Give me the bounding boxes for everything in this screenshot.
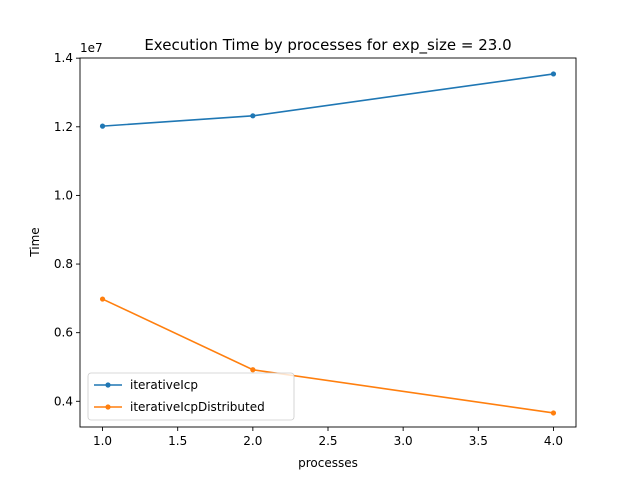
legend-box <box>87 372 295 421</box>
plot-area-frame <box>79 57 577 428</box>
y-axis-offset-label: 1e7 <box>80 41 103 55</box>
plot-marks <box>99 71 557 416</box>
x-axis-label: processes <box>298 456 358 470</box>
x-axis: 1.0 1.5 2.0 2.5 3.0 3.5 4.0 <box>93 427 563 448</box>
y-tick-label: 1.0 <box>54 188 73 202</box>
legend: iterativeIcp iterativeIcpDistributed <box>87 372 295 421</box>
x-tick-label: 2.0 <box>243 434 262 448</box>
y-tick-label: 0.4 <box>54 394 73 408</box>
legend-label: iterativeIcp <box>130 378 198 392</box>
x-tick-label: 1.5 <box>168 434 187 448</box>
y-tick-label: 1.2 <box>54 120 73 134</box>
legend-marker <box>105 382 111 388</box>
y-tick-label: 0.8 <box>54 257 73 271</box>
y-tick-label: 1.4 <box>54 51 73 65</box>
data-point <box>99 123 106 129</box>
x-tick-label: 4.0 <box>544 434 563 448</box>
y-axis-label: Time <box>28 227 42 257</box>
legend-label: iterativeIcpDistributed <box>130 400 265 414</box>
data-point <box>550 71 557 77</box>
x-tick-label: 3.0 <box>394 434 413 448</box>
data-point <box>99 296 106 302</box>
data-point <box>250 367 256 373</box>
series-line-1 <box>102 73 554 127</box>
y-axis: 0.4 0.6 0.8 1.0 1.2 1.4 <box>54 51 80 408</box>
x-tick-label: 3.5 <box>469 434 488 448</box>
chart-title: Execution Time by processes for exp_size… <box>144 36 511 55</box>
x-tick-label: 2.5 <box>318 434 337 448</box>
y-tick-label: 0.6 <box>54 326 73 340</box>
legend-marker <box>105 404 111 410</box>
data-point <box>550 410 557 416</box>
x-tick-label: 1.0 <box>93 434 112 448</box>
data-point <box>250 113 256 119</box>
